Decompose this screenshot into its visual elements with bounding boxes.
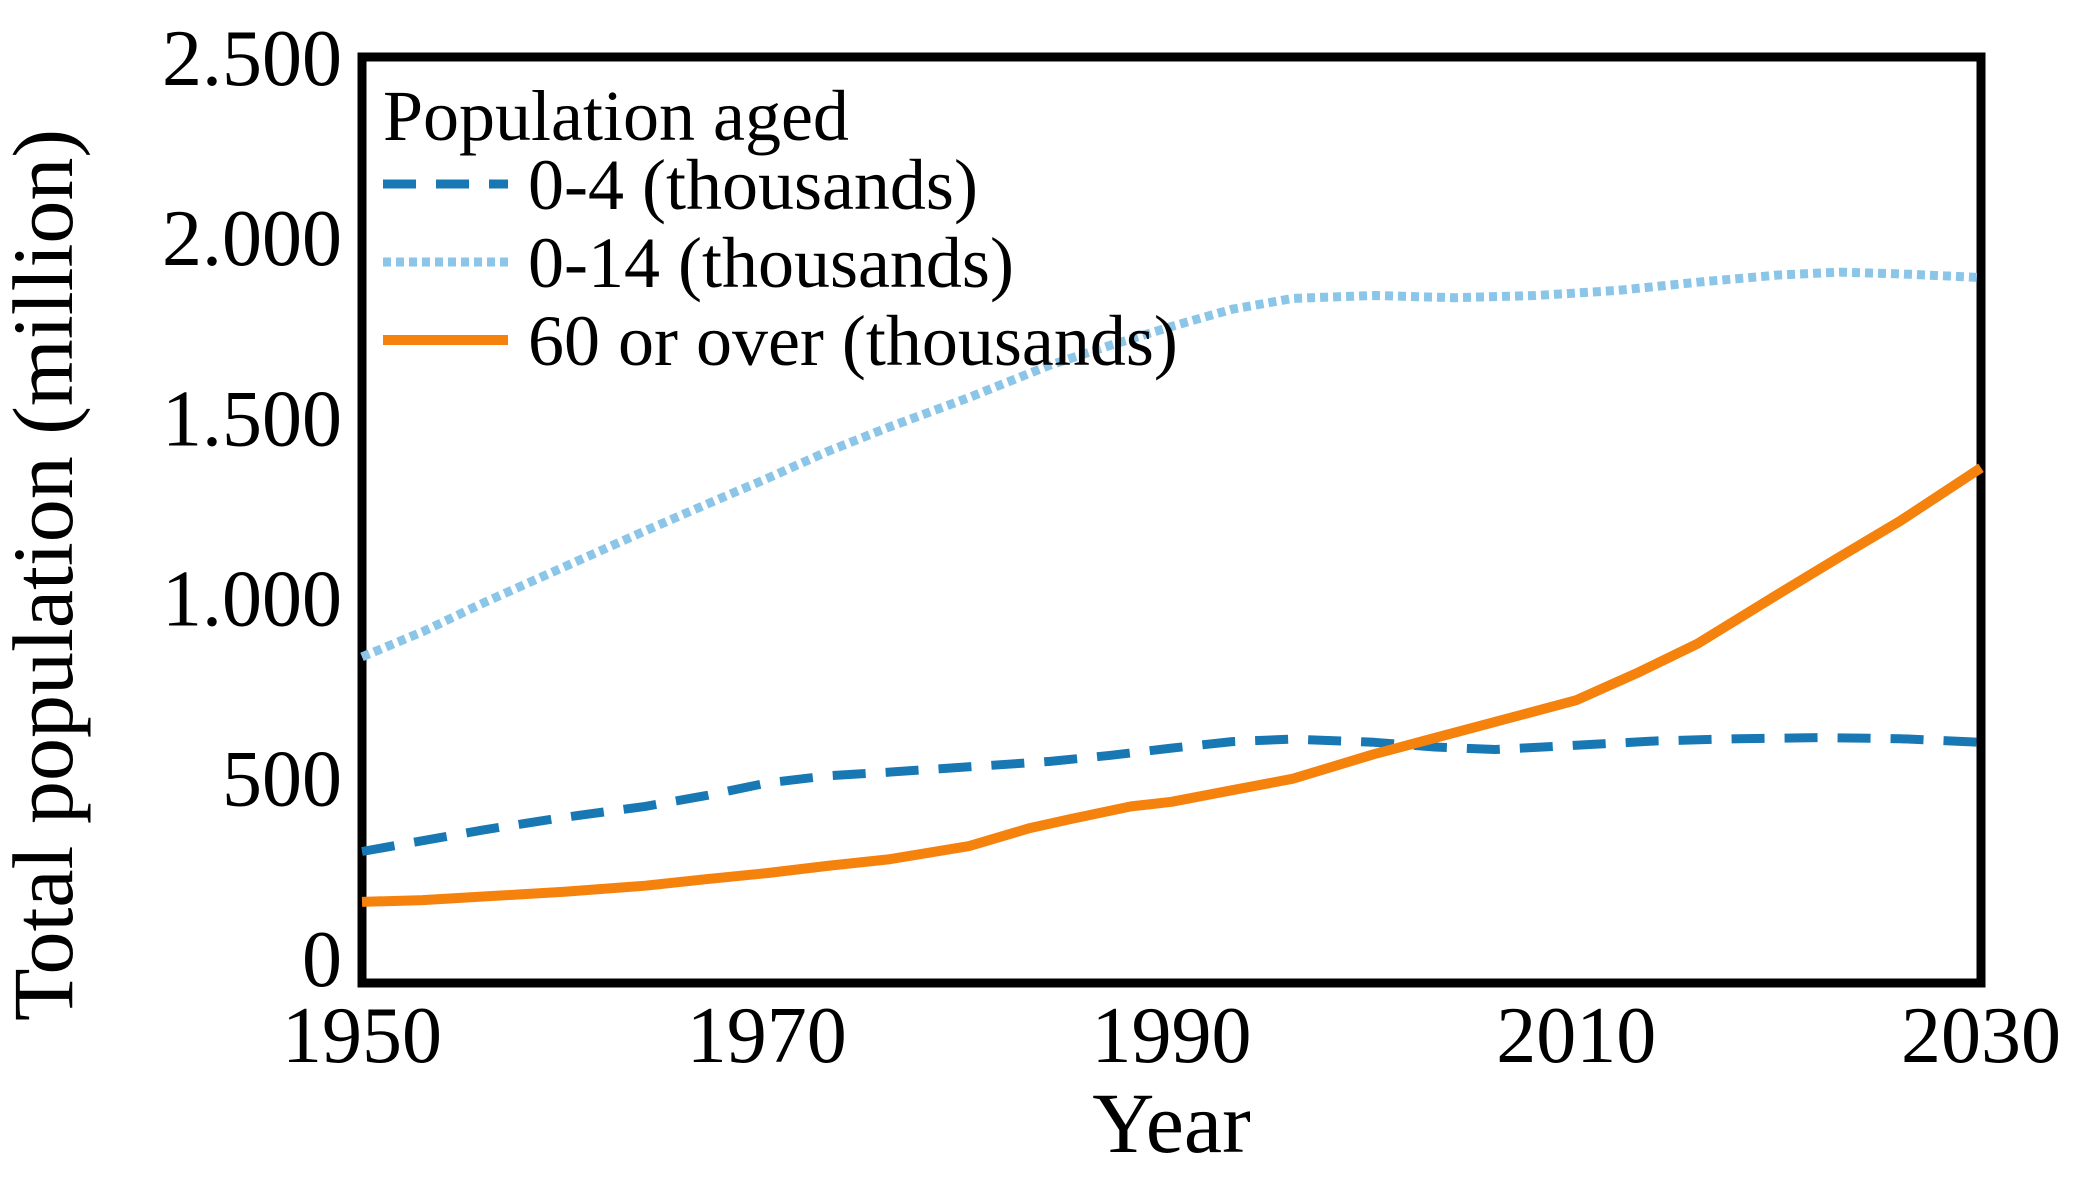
- legend-label-1: 0-14 (thousands): [528, 223, 1014, 303]
- x-tick-label: 2030: [1901, 992, 2061, 1080]
- y-tick-labels: 0 500 1.000 1.500 2.000 2.500: [162, 15, 342, 1004]
- series-line-0: [361, 733, 1982, 856]
- x-tick-label: 1990: [1092, 992, 1252, 1080]
- x-tick-label: 1970: [687, 992, 847, 1080]
- series-line-2: [361, 463, 1984, 907]
- legend-label-0: 0-4 (thousands): [528, 145, 978, 225]
- x-tick-label: 1950: [282, 992, 442, 1080]
- y-tick-label: 2.500: [162, 15, 342, 103]
- y-tick-label: 1.500: [162, 375, 342, 463]
- y-tick-label: 2.000: [162, 195, 342, 283]
- legend-title: Population aged: [383, 76, 849, 156]
- legend-label-2: 60 or over (thousands): [528, 301, 1178, 381]
- series-line-1: [360, 267, 1982, 662]
- axes-box: [357, 52, 1986, 988]
- plot-border: [357, 52, 1986, 988]
- axis-labels: Year Total population (million): [0, 129, 1251, 1171]
- y-axis-label: Total population (million): [0, 129, 91, 1021]
- x-tick-labels: 1950 1970 1990 2010 2030: [282, 992, 2061, 1080]
- y-tick-label: 0: [302, 916, 342, 1004]
- x-tick-label: 2010: [1496, 992, 1656, 1080]
- y-tick-label: 1.000: [162, 555, 342, 643]
- x-axis-label: Year: [1092, 1075, 1250, 1171]
- series-lines: [360, 267, 1984, 907]
- y-tick-label: 500: [222, 736, 342, 824]
